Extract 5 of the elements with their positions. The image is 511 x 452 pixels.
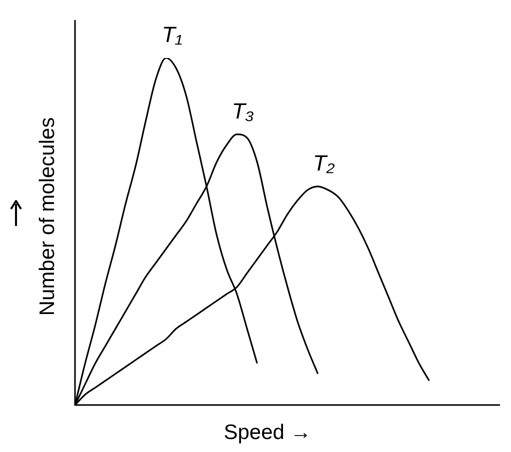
series-label: T₂	[312, 150, 336, 176]
series-label: T₁	[162, 22, 182, 48]
y-axis-title: Number of molecules	[36, 117, 59, 316]
x-axis-title: Speed →	[224, 420, 312, 444]
series-label: T₃	[232, 98, 254, 124]
